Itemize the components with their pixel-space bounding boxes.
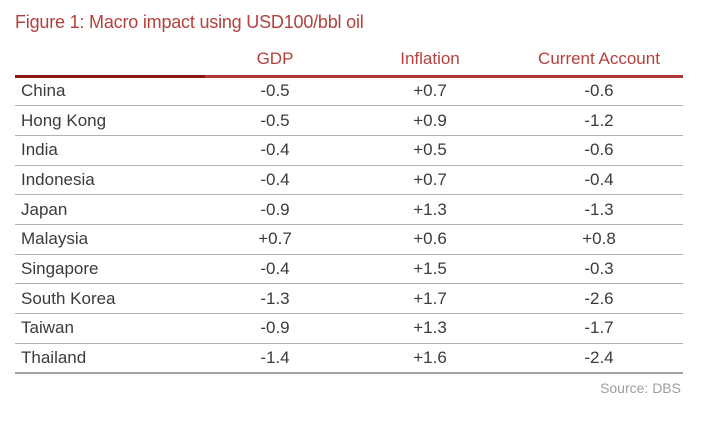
column-header-gdp: GDP	[205, 43, 345, 78]
current-account-cell: -0.4	[515, 165, 683, 196]
inflation-cell: +0.9	[345, 105, 515, 136]
country-cell: South Korea	[15, 283, 205, 314]
table-row: Japan -0.9 +1.3 -1.3	[15, 194, 683, 225]
gdp-cell: +0.7	[205, 224, 345, 255]
country-cell: Malaysia	[15, 224, 205, 255]
table-row: Indonesia -0.4 +0.7 -0.4	[15, 165, 683, 196]
country-cell: Taiwan	[15, 313, 205, 344]
column-header-current-account: Current Account	[515, 43, 683, 78]
column-header-inflation: Inflation	[345, 43, 515, 78]
gdp-cell: -0.4	[205, 254, 345, 285]
table-row: China -0.5 +0.7 -0.6	[15, 76, 683, 107]
inflation-cell: +0.6	[345, 224, 515, 255]
inflation-cell: +1.3	[345, 313, 515, 344]
current-account-cell: -0.3	[515, 254, 683, 285]
gdp-cell: -0.9	[205, 313, 345, 344]
column-header-country	[15, 43, 205, 78]
macro-impact-table: GDP Inflation Current Account China -0.5 +…	[15, 43, 683, 374]
inflation-cell: +1.3	[345, 194, 515, 225]
table-row: Singapore -0.4 +1.5 -0.3	[15, 254, 683, 285]
gdp-cell: -0.4	[205, 135, 345, 166]
current-account-cell: -0.6	[515, 135, 683, 166]
current-account-cell: -1.7	[515, 313, 683, 344]
current-account-cell: -2.4	[515, 343, 683, 374]
gdp-cell: -1.3	[205, 283, 345, 314]
country-cell: Hong Kong	[15, 105, 205, 136]
country-cell: Singapore	[15, 254, 205, 285]
country-cell: China	[15, 76, 205, 107]
gdp-cell: -0.4	[205, 165, 345, 196]
current-account-cell: +0.8	[515, 224, 683, 255]
country-cell: Thailand	[15, 343, 205, 374]
inflation-cell: +0.7	[345, 165, 515, 196]
current-account-cell: -1.2	[515, 105, 683, 136]
figure-title: Figure 1: Macro impact using USD100/bbl …	[15, 12, 364, 32]
inflation-cell: +0.5	[345, 135, 515, 166]
inflation-cell: +1.6	[345, 343, 515, 374]
inflation-cell: +1.5	[345, 254, 515, 285]
table-header-row: GDP Inflation Current Account	[15, 43, 683, 78]
current-account-cell: -1.3	[515, 194, 683, 225]
inflation-cell: +1.7	[345, 283, 515, 314]
inflation-cell: +0.7	[345, 76, 515, 107]
current-account-cell: -0.6	[515, 76, 683, 107]
table-row: Hong Kong -0.5 +0.9 -1.2	[15, 105, 683, 136]
table-row: India -0.4 +0.5 -0.6	[15, 135, 683, 166]
current-account-cell: -2.6	[515, 283, 683, 314]
table-row: Thailand -1.4 +1.6 -2.4	[15, 343, 683, 374]
table-row: South Korea -1.3 +1.7 -2.6	[15, 283, 683, 314]
gdp-cell: -0.5	[205, 105, 345, 136]
table-row: Taiwan -0.9 +1.3 -1.7	[15, 313, 683, 344]
country-cell: India	[15, 135, 205, 166]
gdp-cell: -1.4	[205, 343, 345, 374]
gdp-cell: -0.9	[205, 194, 345, 225]
country-cell: Japan	[15, 194, 205, 225]
country-cell: Indonesia	[15, 165, 205, 196]
table-row: Malaysia +0.7 +0.6 +0.8	[15, 224, 683, 255]
gdp-cell: -0.5	[205, 76, 345, 107]
source-note: Source: DBS	[600, 379, 681, 396]
